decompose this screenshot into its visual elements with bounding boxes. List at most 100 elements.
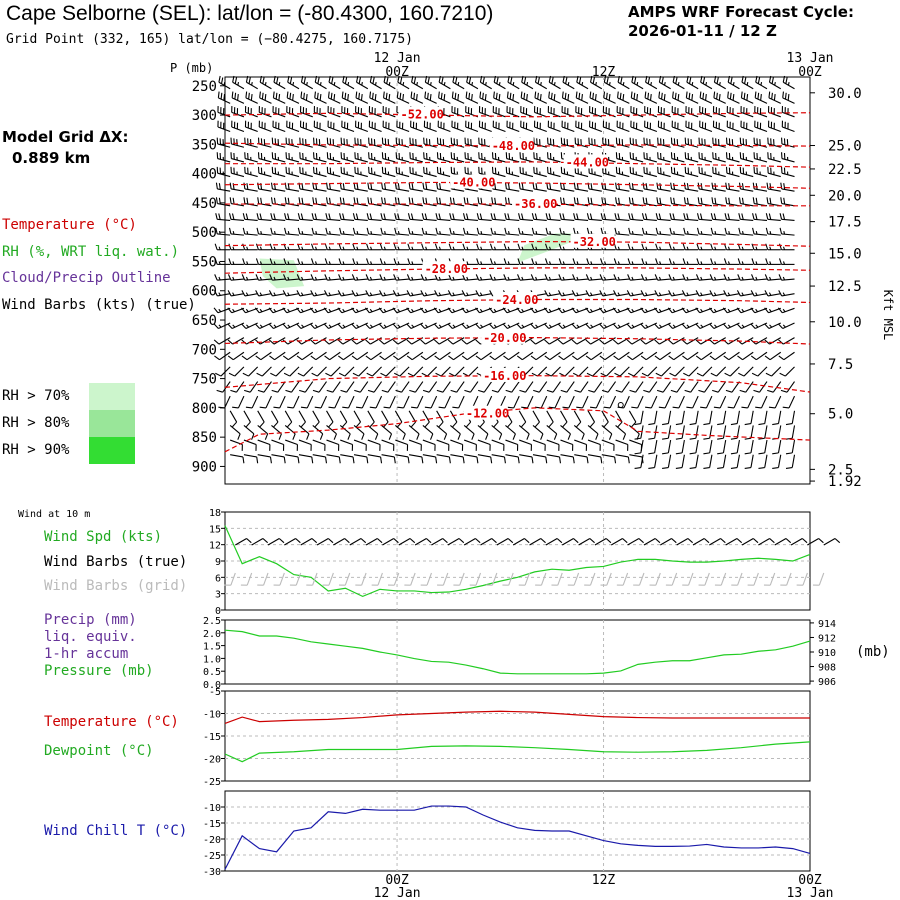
wind-barb-grid [404,572,416,586]
barb-flag [273,213,276,220]
barb-staff [373,381,383,393]
barb-half-flag [424,324,428,328]
barb-staff [245,126,258,132]
barb-flag [413,77,417,84]
wind-barb [751,243,767,251]
wind-barb [313,152,327,163]
wind-barb [571,351,589,361]
barb-staff [354,188,368,192]
barb-staff [244,143,258,148]
wind-barb [684,166,699,178]
barb-flag [490,227,494,235]
barb-flag [257,389,265,393]
barb-staff [244,172,258,178]
barb-staff [574,439,587,446]
wind-barb [450,152,465,163]
wind-barb [758,425,768,440]
barb-flag [818,538,824,544]
wind-barb [312,425,324,440]
barb-staff [561,188,575,192]
wind-barb [380,366,396,377]
barb-staff [823,538,836,546]
barb-half-flag [370,261,373,265]
barb-flag [771,92,773,100]
barb-staff [298,410,306,423]
wind-barb [560,166,575,178]
barb-flag [750,355,757,361]
wind-barb [367,381,383,393]
barb-flag [468,92,471,100]
barb-staff [341,218,355,222]
barb-staff [437,203,451,207]
wind-barb [436,425,448,440]
barb-half-flag [664,82,666,86]
barb-staff [643,218,657,222]
barb-staff [712,172,726,178]
barb-staff [575,218,589,222]
wind-barb [422,454,438,464]
wind-barb [682,274,699,281]
barb-staff [548,111,561,118]
wind-barb [242,213,258,222]
barb-half-flag [397,324,401,328]
barb-staff [640,439,644,453]
barb-staff [671,293,685,297]
wind-barb [753,152,768,163]
windchill-ytick-label: -30 [203,867,221,878]
barb-staff [575,172,589,178]
barb-staff [279,395,286,409]
barb-staff [259,81,272,90]
barb-half-flag [728,231,731,235]
barb-half-flag [494,231,497,235]
barb-flag [530,339,536,345]
barb-staff [629,454,643,458]
wind-barb [366,243,382,251]
barb-staff [478,158,492,163]
pressure-axis-title: P (mb) [170,61,213,75]
wind-barb [574,439,588,451]
barb-staff [782,97,795,104]
barb-flag [441,77,444,84]
barb-staff [576,81,589,90]
barb-flag [545,227,549,235]
barb-flag [588,389,595,393]
wind-barb [422,182,437,192]
wind-barb [381,425,393,440]
barb-staff [560,425,571,435]
wind-barb [491,166,506,178]
barb-flag [315,197,318,205]
barb-staff [726,188,740,192]
barb-staff [768,143,781,148]
barb-flag [599,323,605,329]
barb-staff [603,97,616,104]
barb-flag [326,182,329,190]
wind-barb [505,454,520,464]
wind-barb [616,106,630,118]
barb-staff [537,366,548,377]
barb-half-flag [595,82,597,86]
wind-barb [229,425,241,440]
wind-barb [587,439,601,451]
barb-flag [696,258,700,265]
barb-half-flag [705,82,708,86]
barb-flag [544,243,549,250]
barb-half-flag [672,308,676,313]
barb-flag [669,372,676,377]
wind-barb [408,182,423,192]
barb-staff [341,203,355,207]
wind-barb [656,182,671,192]
barb-staff [700,81,713,90]
barb-flag [752,213,755,220]
barb-staff [367,454,381,458]
barb-flag [641,258,645,265]
wind-barb [242,258,258,265]
barb-half-flag [369,324,373,328]
barb-staff [313,188,327,192]
barb-flag [713,75,717,83]
barb-staff [616,172,630,178]
wind-barb [758,454,768,469]
wind-barb [325,213,341,222]
barb-staff [244,293,258,297]
wind-barb [422,381,438,393]
barb-flag [374,433,379,440]
